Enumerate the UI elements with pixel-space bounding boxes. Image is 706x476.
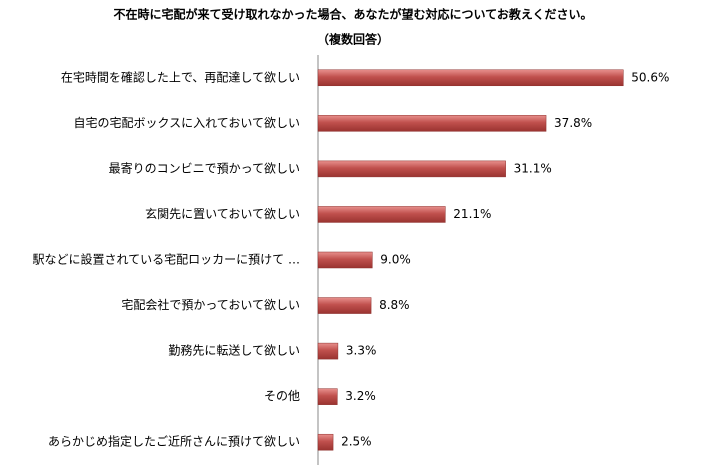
bar (317, 433, 334, 451)
bar (317, 160, 506, 178)
value-label: 2.5% (341, 435, 372, 449)
bar (317, 206, 446, 223)
value-label: 50.6% (631, 70, 669, 84)
value-label: 37.8% (554, 116, 592, 130)
value-label: 9.0% (380, 253, 411, 267)
bar (317, 297, 372, 314)
bar (317, 251, 373, 269)
value-label: 8.8% (379, 298, 410, 312)
value-label: 3.3% (346, 344, 377, 358)
value-label: 21.1% (453, 207, 491, 221)
category-label: 駅などに設置されている宅配ロッカーに預けて … (33, 252, 300, 267)
category-label: 宅配会社で預かっておいて欲しい (121, 297, 300, 312)
bar (317, 69, 624, 87)
chart-subtitle: （複数回答） (317, 32, 389, 47)
chart-title: 不在時に宅配が来て受け取れなかった場合、あなたが望む対応についてお教えください。 (114, 7, 593, 22)
category-label: その他 (264, 389, 300, 403)
category-label: あらかじめ指定したご近所さんに預けて欲しい (48, 434, 300, 449)
value-label: 3.2% (345, 389, 376, 403)
category-label: 自宅の宅配ボックスに入れておいて欲しい (73, 115, 300, 130)
category-label: 玄関先に置いておいて欲しい (145, 206, 300, 221)
value-label: 31.1% (514, 161, 552, 175)
bar (317, 115, 547, 132)
category-label: 勤務先に転送して欲しい (168, 343, 300, 358)
category-label: 最寄りのコンビニで預かって欲しい (109, 160, 300, 175)
bar (317, 342, 339, 360)
category-label: 在宅時間を確認した上で、再配達して欲しい (61, 69, 300, 84)
bar (317, 388, 338, 405)
